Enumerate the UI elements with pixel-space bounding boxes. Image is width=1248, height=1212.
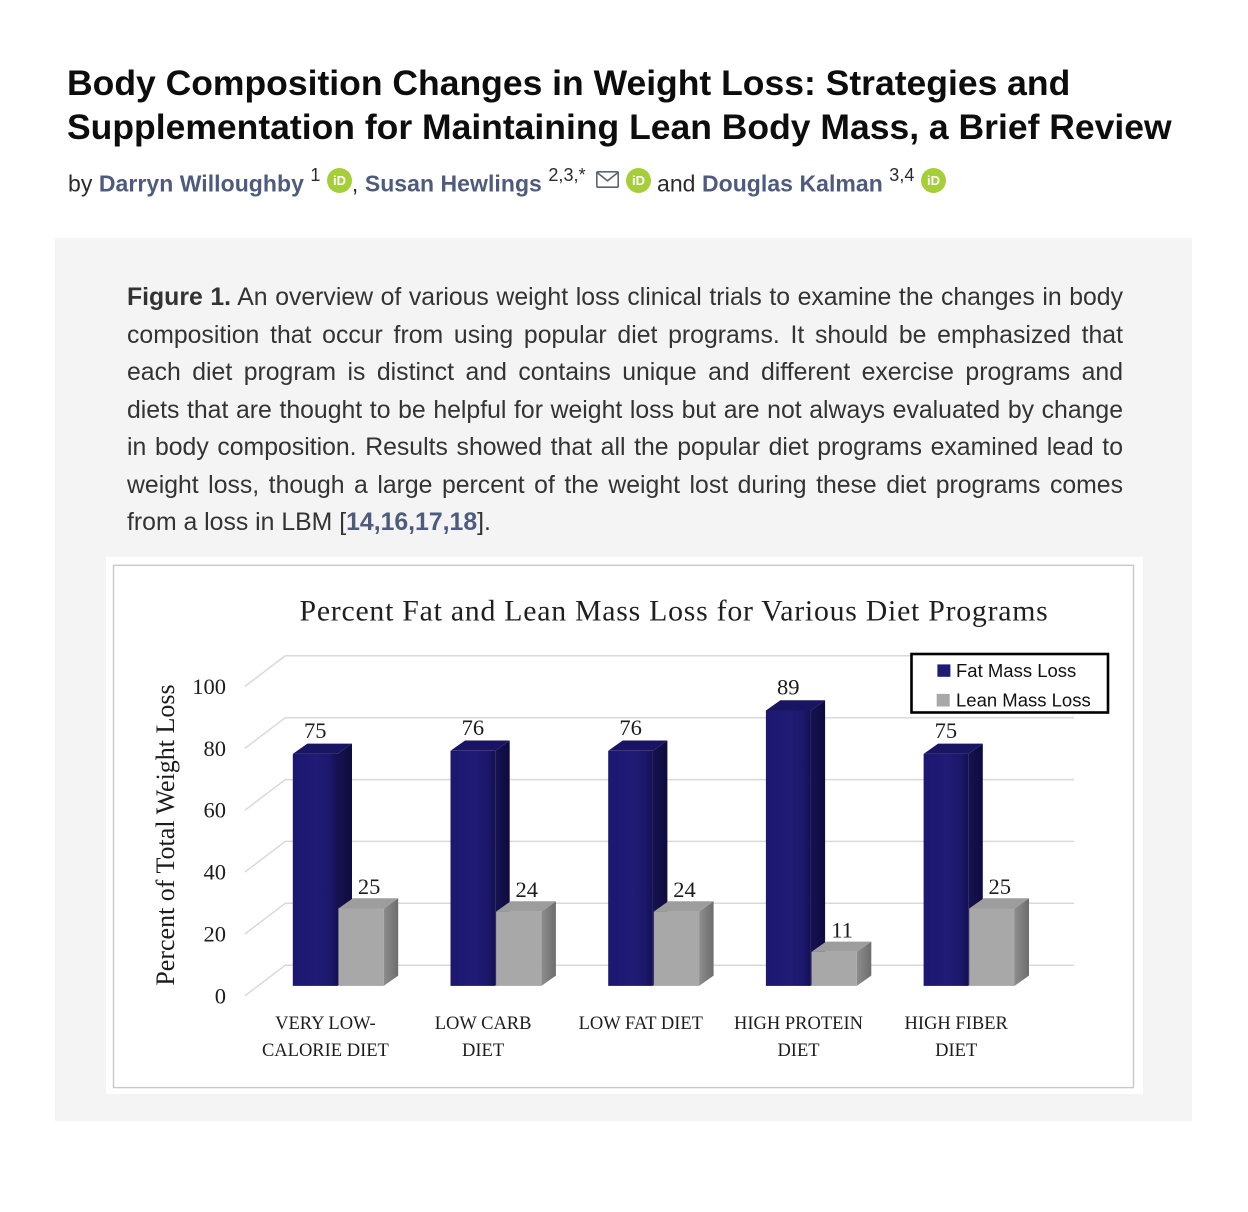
svg-text:24: 24 [516,877,539,902]
svg-text:Percent of Total Weight Loss: Percent of Total Weight Loss [151,684,180,985]
svg-text:iD: iD [927,173,940,188]
svg-text:CALORIE DIET: CALORIE DIET [262,1041,389,1061]
svg-text:VERY LOW-: VERY LOW- [275,1014,376,1034]
svg-text:Lean Mass Loss: Lean Mass Loss [956,690,1091,711]
svg-text:DIET: DIET [777,1041,819,1061]
svg-text:20: 20 [204,921,227,946]
svg-text:80: 80 [204,736,227,761]
svg-text:75: 75 [304,718,327,743]
svg-text:25: 25 [358,874,381,899]
svg-text:Percent Fat and Lean Mass Loss: Percent Fat and Lean Mass Loss for Vario… [300,595,1049,628]
svg-text:DIET: DIET [935,1041,977,1061]
svg-text:HIGH FIBER: HIGH FIBER [905,1014,1009,1034]
svg-text:76: 76 [462,715,485,740]
svg-text:iD: iD [333,173,346,188]
svg-text:76: 76 [619,715,642,740]
svg-text:25: 25 [989,874,1012,899]
svg-text:24: 24 [673,877,696,902]
svg-text:89: 89 [777,675,800,700]
svg-text:60: 60 [204,798,227,823]
svg-text:40: 40 [204,860,227,885]
svg-text:11: 11 [831,917,853,942]
svg-text:iD: iD [631,173,644,188]
svg-text:75: 75 [935,718,958,743]
svg-text:DIET: DIET [462,1041,504,1061]
svg-text:Fat Mass Loss: Fat Mass Loss [956,660,1076,681]
svg-text:LOW CARB: LOW CARB [435,1014,532,1034]
svg-text:0: 0 [215,983,226,1008]
svg-text:LOW FAT DIET: LOW FAT DIET [579,1014,703,1034]
svg-text:HIGH PROTEIN: HIGH PROTEIN [734,1014,863,1034]
svg-text:100: 100 [192,674,226,699]
